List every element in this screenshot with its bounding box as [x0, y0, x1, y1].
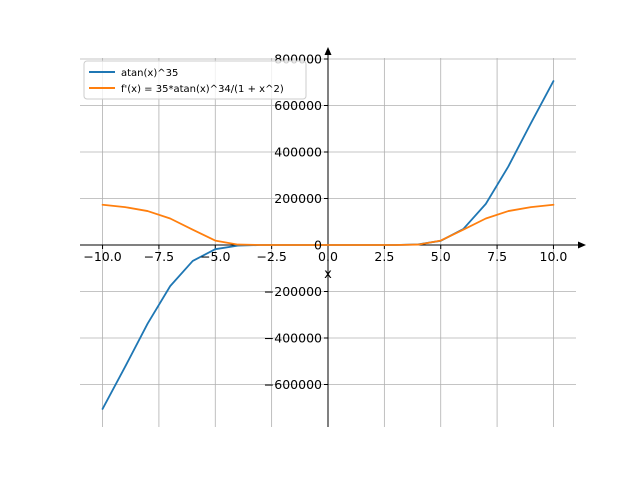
axes [80, 47, 586, 427]
legend-label-atan: atan(x)^35 [121, 68, 178, 79]
series-lines [101, 80, 555, 410]
y-tick-label: 200000 [274, 191, 322, 206]
x-tick-label: 0.0 [318, 249, 338, 264]
series-line-1 [101, 203, 555, 246]
x-tick-label: −5.0 [200, 249, 230, 264]
tick-labels: −10.0 −7.5 −5.0 −2.5 0.0 2.5 5.0 7.5 10.0 −600000… [83, 52, 567, 393]
legend: atan(x)^35 f'(x) = 35*atan(x)^34/(1 + x^… [83, 60, 307, 100]
y-tick-label: −600000 [264, 377, 322, 392]
x-tick-label: 10.0 [540, 249, 568, 264]
x-tick-label: −10.0 [83, 249, 121, 264]
y-tick-label: −400000 [264, 331, 322, 346]
x-axis-label: x [324, 267, 332, 282]
x-tick-label: 5.0 [431, 249, 451, 264]
y-tick-label: 400000 [274, 145, 322, 160]
y-tick-label: 600000 [274, 98, 322, 113]
x-tick-label: −2.5 [256, 249, 286, 264]
legend-box [83, 60, 307, 100]
legend-label-derivative: f'(x) = 35*atan(x)^34/(1 + x^2) [121, 84, 284, 95]
y-tick-label: −200000 [264, 284, 322, 299]
x-tick-label: 7.5 [487, 249, 507, 264]
y-axis-arrow [324, 47, 332, 55]
y-tick-label: 0 [314, 238, 322, 253]
x-tick-label: 2.5 [374, 249, 394, 264]
x-tick-label: −7.5 [144, 249, 174, 264]
x-axis-arrow [578, 241, 586, 249]
